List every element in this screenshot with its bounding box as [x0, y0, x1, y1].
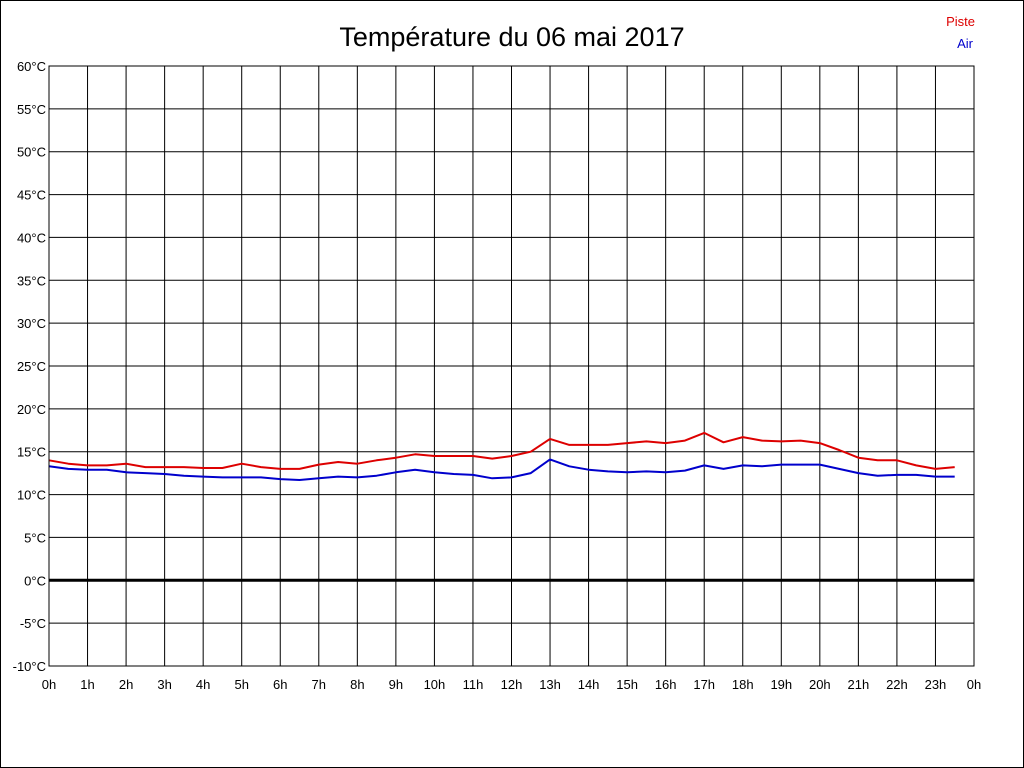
y-tick-label: 0°C — [24, 573, 46, 588]
x-tick-label: 0h — [42, 677, 56, 692]
series-line-piste — [48, 431, 955, 470]
y-tick-label: 30°C — [17, 316, 46, 331]
y-tick-label: 10°C — [17, 488, 46, 503]
y-tick-label: 25°C — [17, 359, 46, 374]
y-tick-label: 45°C — [17, 188, 46, 203]
y-tick-label: 35°C — [17, 273, 46, 288]
y-tick-label: 20°C — [17, 402, 46, 417]
y-tick-label: 15°C — [17, 445, 46, 460]
x-tick-label: 23h — [925, 677, 947, 692]
y-tick-label: 55°C — [17, 102, 46, 117]
series-line-air — [48, 458, 955, 481]
chart-title: Température du 06 mai 2017 — [339, 22, 684, 52]
x-tick-label: 1h — [80, 677, 94, 692]
x-tick-label: 8h — [350, 677, 364, 692]
plot-area-border — [48, 65, 975, 667]
y-tick-label: -5°C — [20, 616, 46, 631]
y-tick-label: 50°C — [17, 145, 46, 160]
grid — [48, 65, 975, 667]
legend-entry-piste: Piste — [946, 14, 975, 29]
x-tick-label: 22h — [886, 677, 908, 692]
x-tick-label: 18h — [732, 677, 754, 692]
legend: Piste Air — [946, 14, 975, 51]
x-tick-label: 13h — [539, 677, 561, 692]
x-tick-label: 15h — [616, 677, 638, 692]
x-tick-label: 2h — [119, 677, 133, 692]
x-tick-label: 7h — [312, 677, 326, 692]
y-axis-labels: 60°C 55°C 50°C 45°C 40°C 35°C 30°C 25°C 20°C 15°C… — [13, 59, 46, 674]
x-tick-label: 0h — [967, 677, 981, 692]
x-tick-label: 10h — [424, 677, 446, 692]
y-tick-label: 40°C — [17, 230, 46, 245]
x-tick-label: 6h — [273, 677, 287, 692]
x-tick-label: 3h — [157, 677, 171, 692]
y-tick-label: 5°C — [24, 530, 46, 545]
x-tick-label: 20h — [809, 677, 831, 692]
x-tick-label: 16h — [655, 677, 677, 692]
x-tick-label: 14h — [578, 677, 600, 692]
legend-entry-air: Air — [957, 36, 974, 51]
x-axis-labels: 0h 1h 2h 3h 4h 5h 6h 7h 8h 9h 10h 11h 12h 13h 14h 15h 16… — [42, 677, 981, 692]
x-tick-label: 21h — [848, 677, 870, 692]
x-tick-label: 12h — [501, 677, 523, 692]
x-tick-label: 17h — [693, 677, 715, 692]
x-tick-label: 4h — [196, 677, 210, 692]
x-tick-label: 19h — [770, 677, 792, 692]
x-tick-label: 9h — [389, 677, 403, 692]
y-tick-label: -10°C — [13, 659, 46, 674]
x-tick-label: 11h — [463, 677, 484, 692]
series — [48, 431, 955, 481]
y-tick-label: 60°C — [17, 59, 46, 74]
x-tick-label: 5h — [234, 677, 248, 692]
